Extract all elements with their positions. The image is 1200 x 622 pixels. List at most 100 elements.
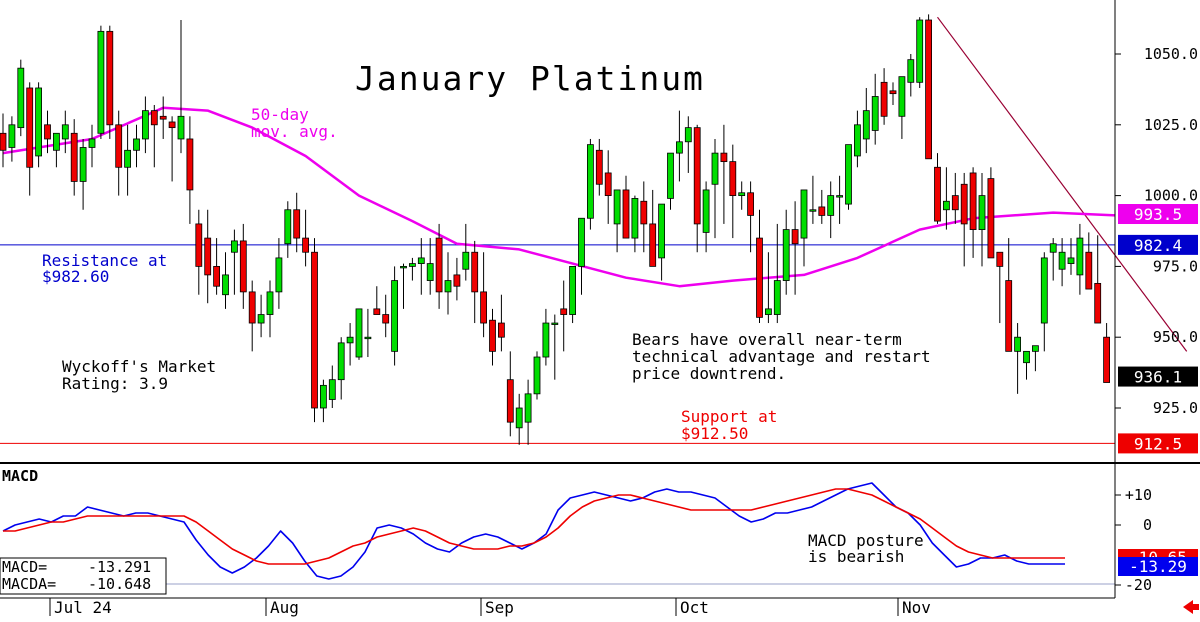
candle xyxy=(141,96,149,154)
candle xyxy=(729,144,737,239)
candle xyxy=(951,172,959,224)
wyckoff-rating-line1: Wyckoff's Market xyxy=(62,357,216,376)
value-tag-box xyxy=(1118,204,1198,225)
candle xyxy=(827,181,835,239)
candle-body xyxy=(177,115,185,140)
candle xyxy=(587,138,594,230)
candle-body xyxy=(871,96,879,131)
candle xyxy=(978,172,986,267)
candle-body xyxy=(1040,257,1048,324)
left-arrow-icon[interactable] xyxy=(1183,600,1199,614)
candle-body xyxy=(115,124,123,168)
macda-readout-value: -10.648 xyxy=(88,575,151,593)
macd-readout-box xyxy=(0,557,167,595)
candle-body xyxy=(987,178,995,259)
candle xyxy=(195,209,203,295)
candle-body xyxy=(141,110,149,140)
candle-body xyxy=(676,141,683,154)
candle-body xyxy=(204,237,212,276)
price-axis-ticks: 1050.0 1025.0 1000.0 975.0 950.0 925.0 xyxy=(1115,45,1198,417)
candle-body xyxy=(70,132,78,182)
candle xyxy=(53,132,60,168)
candle xyxy=(133,124,140,168)
candle xyxy=(364,308,372,358)
candle xyxy=(560,280,568,352)
candle-body xyxy=(79,147,87,182)
candle-body xyxy=(880,81,888,117)
candle-body xyxy=(1032,345,1039,352)
moving-average-line xyxy=(2,106,1116,288)
candle-body xyxy=(53,132,60,151)
candle xyxy=(88,124,96,168)
candle xyxy=(222,252,229,309)
candle-body xyxy=(631,198,639,239)
candle-body xyxy=(26,87,34,168)
candle-body xyxy=(88,138,96,148)
candle xyxy=(862,87,870,154)
moving-average-path xyxy=(2,106,1116,288)
x-axis: Jul 24 Aug Sep Oct Nov xyxy=(0,597,1115,617)
candle xyxy=(1005,238,1013,352)
candle xyxy=(373,286,381,315)
candle xyxy=(168,116,176,182)
candle xyxy=(462,223,470,281)
candle-body xyxy=(44,124,51,140)
candle xyxy=(569,265,576,324)
candle xyxy=(44,110,51,154)
candle-body xyxy=(907,59,915,83)
ma-annotation-line2: mov. avg. xyxy=(251,122,338,141)
macd-readout-label: MACD= xyxy=(2,558,47,576)
x-axis-label: Nov xyxy=(902,598,931,617)
candle-body xyxy=(471,251,479,293)
price-axis-tick-label: 1050.0 xyxy=(1144,45,1198,63)
candle-body xyxy=(827,195,835,216)
macda-readout-label: MACDA= xyxy=(2,575,56,593)
candle-body xyxy=(186,138,194,191)
candle-body xyxy=(836,195,843,198)
candle-body xyxy=(889,90,897,95)
price-axis-tick-label: 975.0 xyxy=(1153,257,1198,275)
candle-body xyxy=(124,149,131,168)
candle-body xyxy=(1005,280,1013,352)
support-annotation-line1: Support at xyxy=(681,407,777,426)
candle-body xyxy=(756,237,763,318)
candle-body xyxy=(417,257,425,264)
candle xyxy=(818,189,826,224)
candle xyxy=(497,294,505,352)
candle-body xyxy=(1023,350,1030,364)
candle xyxy=(1014,323,1021,394)
candle-body xyxy=(578,217,585,267)
candle xyxy=(382,294,390,338)
candle xyxy=(765,252,772,324)
candle-body xyxy=(702,189,710,233)
candle xyxy=(658,203,665,281)
candle xyxy=(355,308,363,360)
candle-body xyxy=(943,200,950,211)
candle xyxy=(640,181,648,253)
value-tag-box xyxy=(1118,366,1198,387)
candle-body xyxy=(213,265,221,287)
candle-body xyxy=(61,124,69,140)
candle xyxy=(391,266,399,366)
candle xyxy=(408,257,416,281)
candle-body xyxy=(996,251,1004,267)
candle xyxy=(480,252,488,338)
candle xyxy=(934,153,941,224)
candle xyxy=(631,195,639,253)
candle xyxy=(738,181,746,210)
candle xyxy=(319,379,327,423)
candle xyxy=(239,223,247,309)
price-axis-tick-label: 950.0 xyxy=(1153,328,1198,346)
candle xyxy=(845,144,852,210)
ma-value-tag: 993.5 xyxy=(1134,205,1182,224)
price-levels xyxy=(0,244,1115,444)
candle xyxy=(747,181,754,253)
candle xyxy=(35,82,42,168)
candle-body xyxy=(133,138,140,151)
candle xyxy=(266,280,274,338)
candle-body xyxy=(373,308,381,315)
candle-body xyxy=(782,229,790,281)
candle xyxy=(684,116,692,173)
commentary-line3: price downtrend. xyxy=(632,364,786,383)
candle-body xyxy=(506,379,514,423)
